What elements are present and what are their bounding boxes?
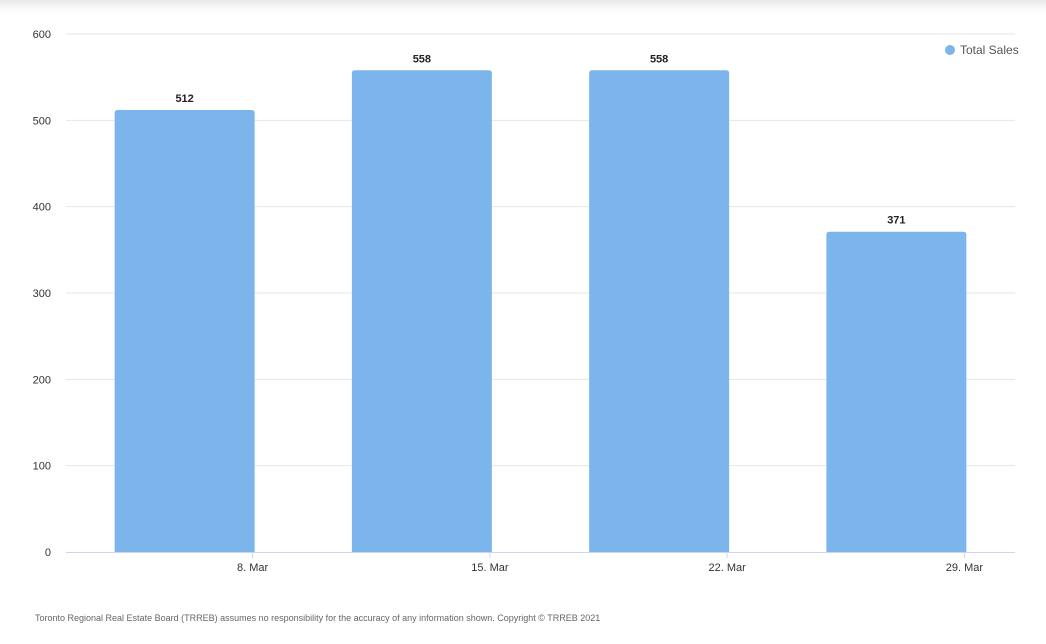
y-tick-label: 500 [33,115,51,127]
x-tick-label: 29. Mar [946,562,984,574]
bar-8-mar[interactable] [114,109,255,553]
y-tick-label: 400 [33,202,51,214]
y-tick-label: 600 [33,29,51,41]
x-tick-label: 8. Mar [237,562,269,574]
top-shadow [0,0,1046,14]
data-label: 371 [887,215,905,227]
y-tick-label: 200 [33,374,51,386]
bar-22-mar[interactable] [589,70,730,552]
legend[interactable]: Total Sales [945,43,1019,57]
y-tick-label: 100 [33,461,51,473]
legend-marker-icon [945,45,955,55]
y-axis: 0 100 200 300 400 500 600 [33,29,51,559]
bar-15-mar[interactable] [351,70,492,552]
footer-disclaimer: Toronto Regional Real Estate Board (TRRE… [35,613,601,623]
data-label: 558 [413,53,431,65]
data-label: 512 [175,93,193,105]
sales-bar-chart: 0 100 200 300 400 500 600 512 558 558 371 8. Mar 1… [33,29,1019,574]
x-axis: 8. Mar 15. Mar 22. Mar 29. Mar [66,552,1015,574]
bars [114,70,967,553]
data-labels: 512 558 558 371 [175,53,905,226]
x-tick-label: 22. Mar [708,562,746,574]
y-tick-label: 0 [45,547,51,559]
bar-29-mar[interactable] [826,231,967,552]
legend-item-total-sales[interactable]: Total Sales [960,43,1019,57]
y-tick-label: 300 [33,288,51,300]
data-label: 558 [650,53,668,65]
x-tick-label: 15. Mar [471,562,509,574]
